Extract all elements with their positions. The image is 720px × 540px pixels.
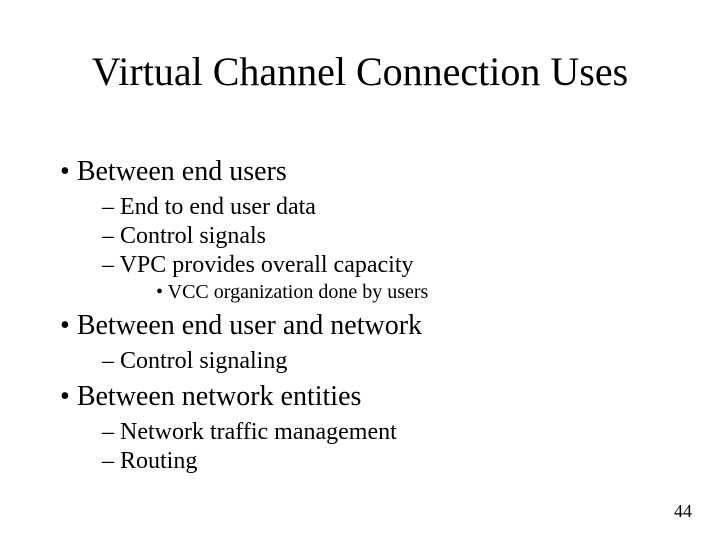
slide: Virtual Channel Connection Uses Between … <box>0 0 720 540</box>
bullet-l2: Control signals <box>120 223 660 250</box>
bullet-l1: Between end user and network <box>78 310 660 342</box>
bullet-l1: Between network entities <box>78 381 660 413</box>
bullet-l2: Routing <box>120 448 660 475</box>
bullet-l1: Between end users <box>78 156 660 188</box>
bullet-l2: VPC provides overall capacity <box>120 252 660 279</box>
bullet-l2: Network traffic management <box>120 419 660 446</box>
slide-content: Between end users End to end user data C… <box>60 150 660 477</box>
bullet-l3: VCC organization done by users <box>170 281 660 304</box>
bullet-l2: End to end user data <box>120 194 660 221</box>
page-number: 44 <box>674 501 692 522</box>
bullet-l2: Control signaling <box>120 348 660 375</box>
slide-title: Virtual Channel Connection Uses <box>0 48 720 95</box>
